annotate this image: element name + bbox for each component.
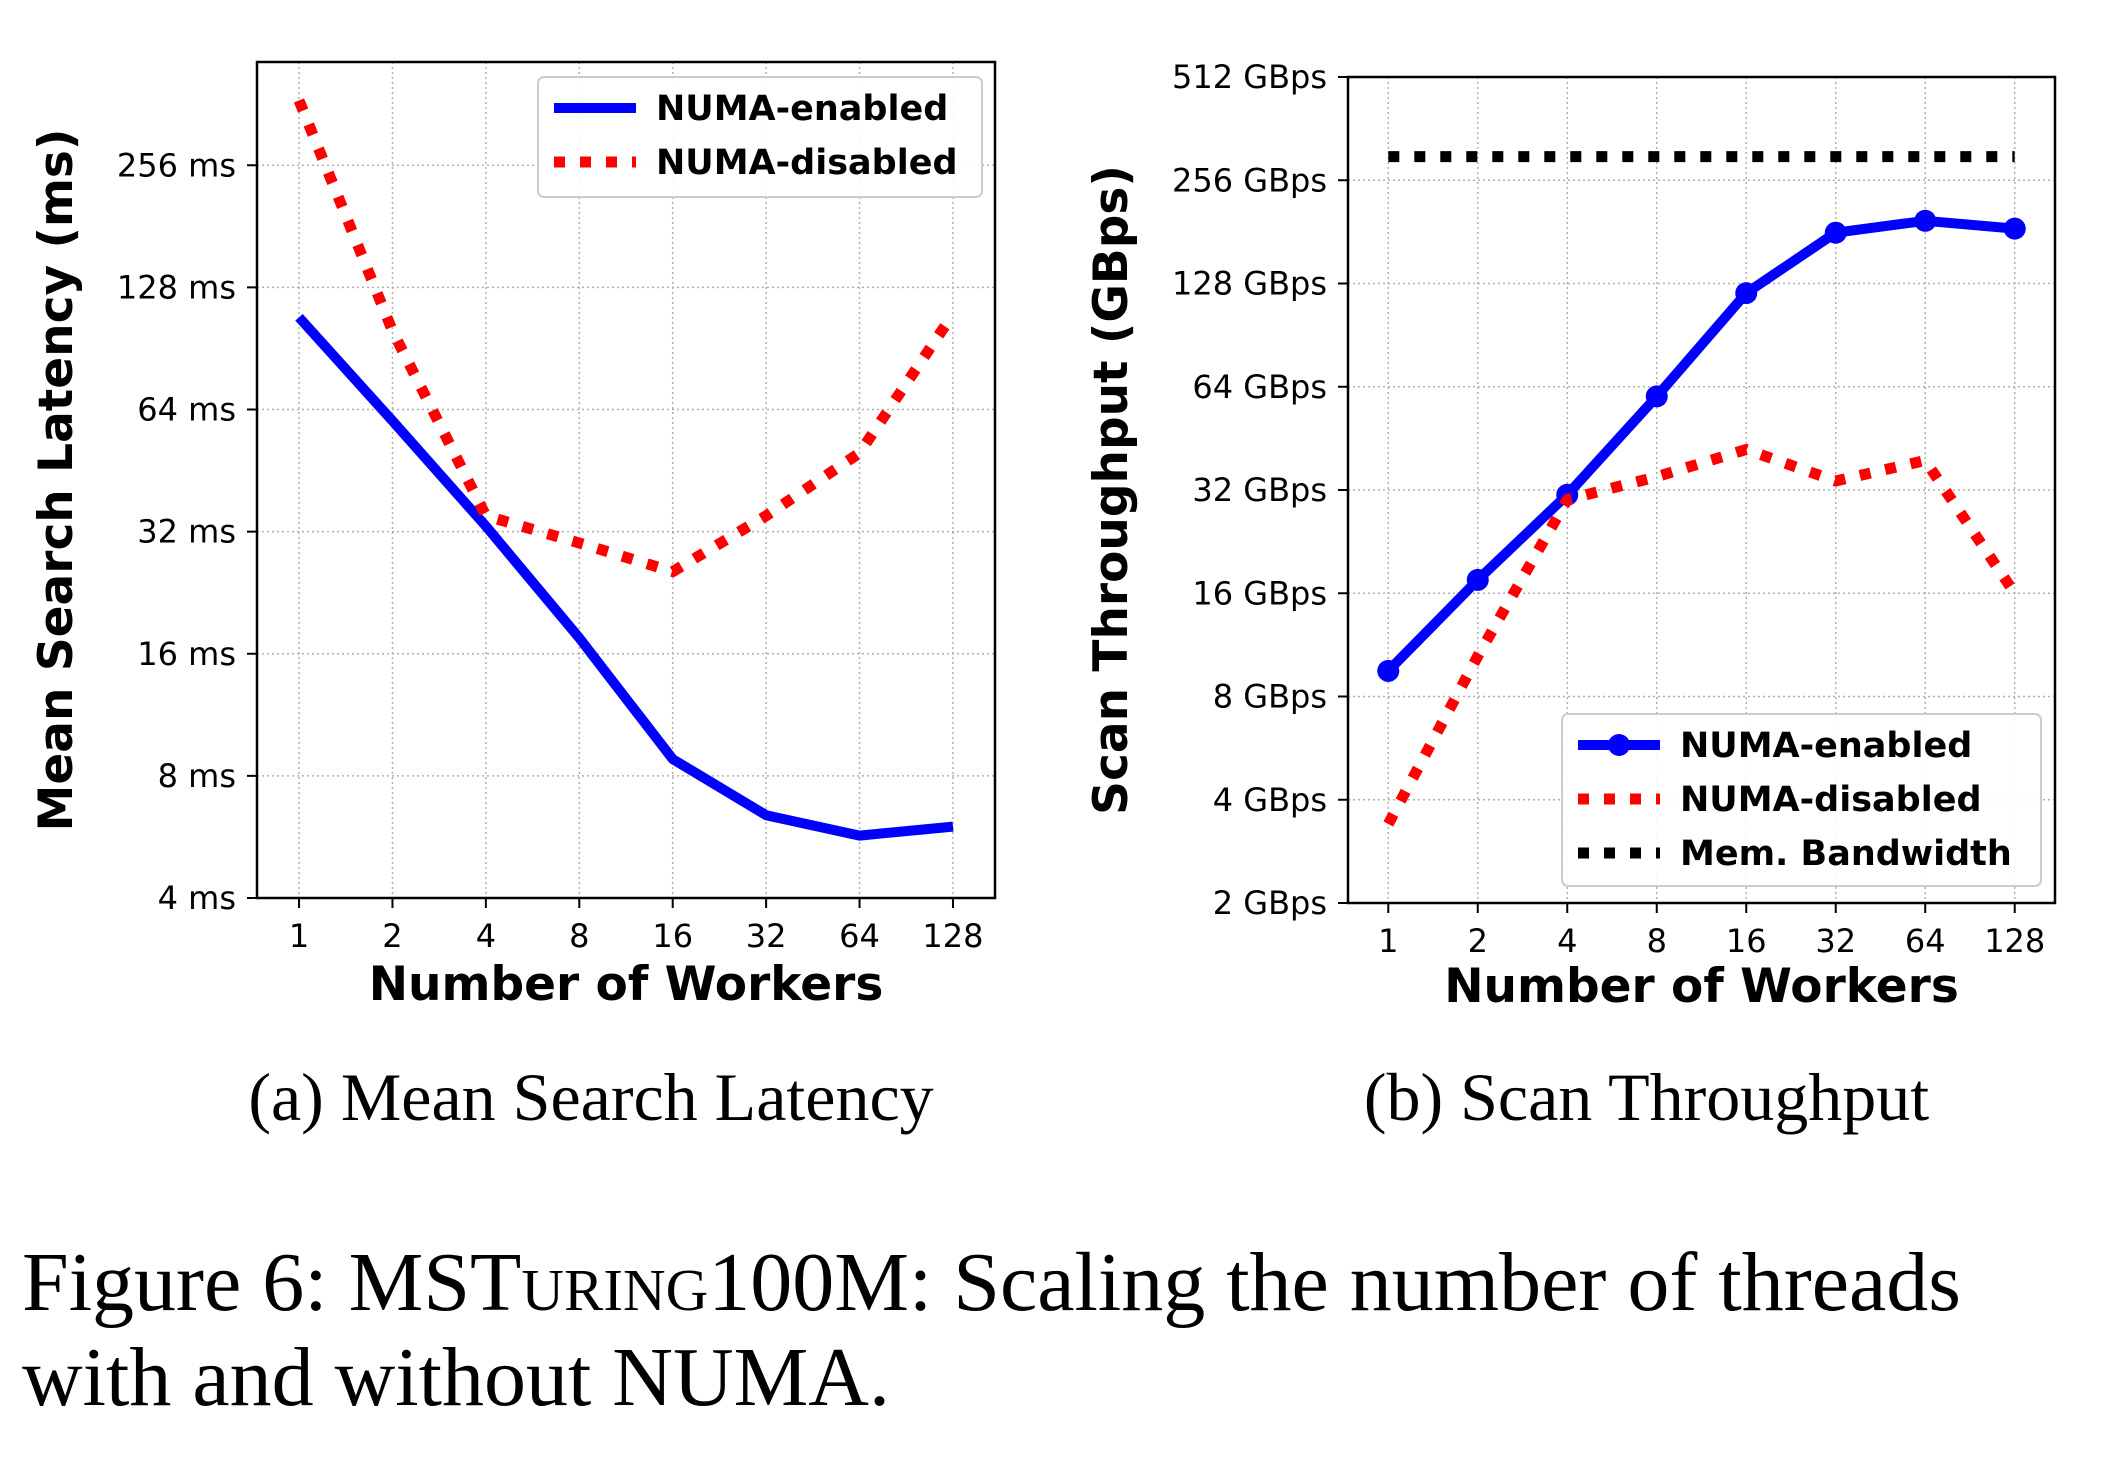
legend-label: NUMA-enabled: [656, 89, 948, 129]
x-tick-label: 2: [382, 917, 402, 955]
y-tick-label: 4 ms: [158, 879, 236, 917]
y-tick-label: 16 GBps: [1192, 574, 1327, 612]
legend-box: [1561, 713, 2042, 887]
y-tick-label: 4 GBps: [1213, 781, 1327, 819]
y-tick-label: 64 ms: [137, 391, 236, 429]
data-point: [1735, 282, 1758, 305]
y-tick-label: 128 GBps: [1172, 265, 1327, 303]
data-point: [1466, 568, 1489, 591]
data-point: [1377, 659, 1400, 682]
series-line-numa-disabled: [293, 98, 958, 578]
legend-marker: [1608, 734, 1630, 756]
x-tick-label: 128: [922, 917, 983, 955]
y-tick-label: 128 ms: [117, 268, 236, 306]
figure-caption: Figure 6: MSTuring100M: Scaling the numb…: [22, 1235, 2092, 1425]
data-point: [1914, 209, 1937, 232]
panel-caption: (b) Scan Throughput: [1364, 1059, 1929, 1135]
latency-chart: 1 2 4 8 16 32 64 128 4 ms 8 ms 16 ms 32 ms 64 ms 128 …: [29, 60, 997, 1135]
x-axis-label: Number of Workers: [369, 957, 884, 1012]
legend-label: NUMA-enabled: [1680, 726, 1972, 766]
y-tick-label: 256 ms: [117, 146, 236, 184]
x-tick-label: 32: [746, 917, 787, 955]
y-tick-label: 8 ms: [158, 757, 236, 795]
x-tick-label: 16: [1726, 922, 1767, 960]
legend-box: [537, 76, 983, 198]
x-tick-label: 64: [1905, 922, 1946, 960]
panel-caption: (a) Mean Search Latency: [248, 1059, 933, 1135]
legend-label: NUMA-disabled: [1680, 780, 1982, 820]
y-tick-label: 16 ms: [137, 635, 236, 673]
series-line-numa-enabled: [295, 313, 954, 841]
x-tick-label: 16: [652, 917, 693, 955]
x-tick-label: 1: [1378, 922, 1398, 960]
y-axis-label: Mean Search Latency (ms): [29, 129, 84, 832]
data-point: [2003, 217, 2026, 240]
throughput-chart: 1 2 4 8 16 32 64 128 2 GBps 4 GBps 8 GBps 16 GBps 32…: [1084, 58, 2057, 1135]
x-tick-label: 8: [1647, 922, 1667, 960]
y-axis-label: Scan Throughput (GBps): [1084, 165, 1139, 815]
y-tick-label: 2 GBps: [1213, 884, 1327, 922]
x-tick-label: 4: [1557, 922, 1577, 960]
y-tick-label: 32 ms: [137, 513, 236, 551]
x-axis-label: Number of Workers: [1444, 959, 1959, 1014]
x-tick-label: 128: [1984, 922, 2045, 960]
data-point: [1824, 221, 1847, 244]
y-tick-label: 64 GBps: [1192, 368, 1327, 406]
x-tick-label: 4: [476, 917, 496, 955]
y-tick-label: 512 GBps: [1172, 58, 1327, 96]
legend-label: NUMA-disabled: [656, 143, 958, 183]
caption-prefix: Figure 6: MST: [22, 1236, 522, 1329]
y-tick-label: 256 GBps: [1172, 161, 1327, 199]
y-tick-label: 8 GBps: [1213, 678, 1327, 716]
y-tick-label: 32 GBps: [1192, 471, 1327, 509]
x-tick-label: 64: [839, 917, 880, 955]
data-point: [1645, 385, 1668, 408]
x-tick-label: 32: [1815, 922, 1856, 960]
legend-label: Mem. Bandwidth: [1680, 834, 2012, 874]
series-line-numa-enabled: [1384, 215, 2016, 675]
caption-suffix: 100M: Scaling the number of threads with…: [22, 1236, 1961, 1424]
plot-frame: [255, 60, 997, 900]
x-tick-label: 2: [1468, 922, 1488, 960]
x-tick-label: 1: [289, 917, 309, 955]
caption-smallcaps: uring: [521, 1236, 709, 1329]
x-tick-label: 8: [569, 917, 589, 955]
